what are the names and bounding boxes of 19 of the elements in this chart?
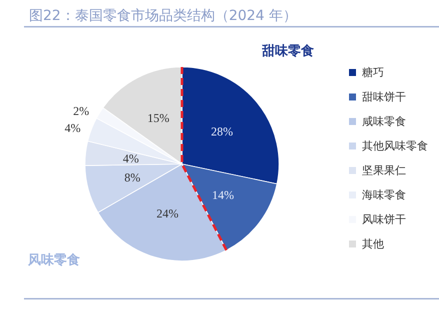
data-label: 4% <box>122 151 139 166</box>
data-label: 28% <box>210 124 233 139</box>
data-label: 8% <box>124 170 140 185</box>
text: 甜味零食 <box>261 44 314 59</box>
data-label: 15% <box>147 111 170 126</box>
text: 风味零食 <box>27 253 80 268</box>
data-label: 4% <box>64 120 81 135</box>
legend-label: 风味饼干 <box>362 213 406 226</box>
legend-label: 海味零食 <box>362 188 406 202</box>
chart-title: 图22：泰国零食市场品类结构（2024 年） <box>29 8 297 24</box>
data-label: 14% <box>212 188 234 202</box>
data-label: 2% <box>73 104 90 118</box>
legend-label: 其他风味零食 <box>362 140 428 152</box>
legend-label: 糖巧 <box>362 66 384 79</box>
legend-label: 咸味零食 <box>362 115 406 128</box>
legend-label: 其他 <box>362 238 384 250</box>
data-label: 24% <box>156 206 178 220</box>
legend-label: 甜味饼干 <box>362 90 406 104</box>
legend-label: 坚果果仁 <box>362 164 406 177</box>
